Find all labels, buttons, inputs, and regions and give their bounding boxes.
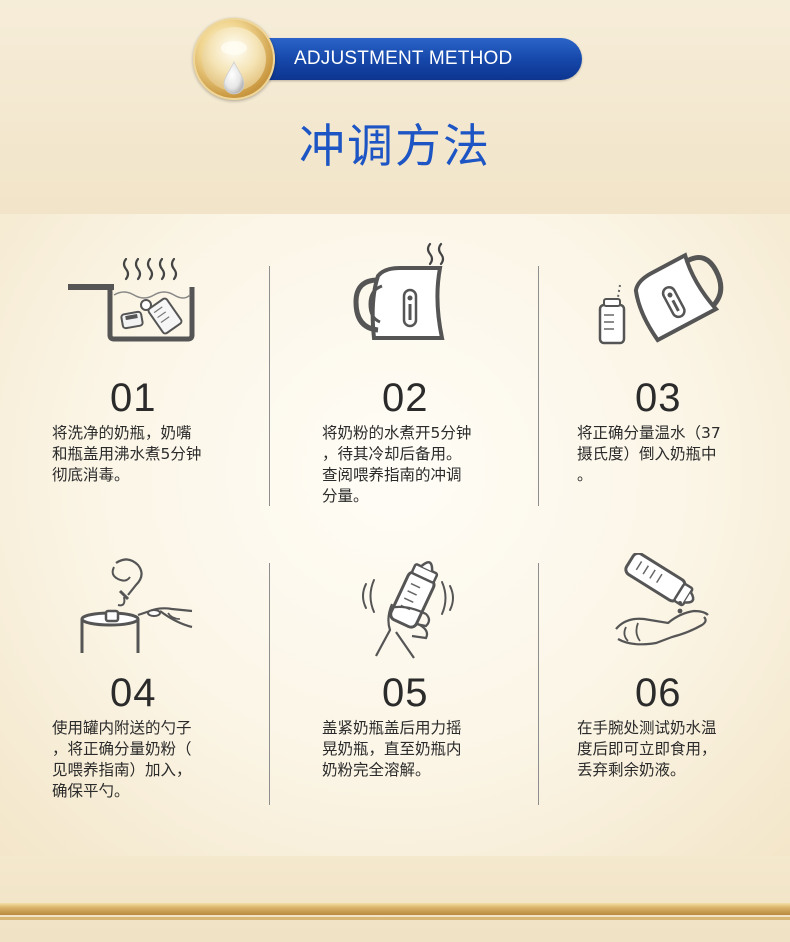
step-description: 将正确分量温水（37 摄氏度）倒入奶瓶中 。 xyxy=(577,424,721,484)
divider xyxy=(538,266,539,506)
kettle-icon xyxy=(353,242,445,340)
header-band xyxy=(0,0,790,214)
gold-stripe-thin xyxy=(0,917,790,920)
divider xyxy=(538,563,539,805)
step-number: 06 xyxy=(635,671,682,715)
badge-label: ADJUSTMENT METHOD xyxy=(294,48,513,69)
boiling-pot-icon xyxy=(68,257,195,342)
section-badge: ADJUSTMENT METHOD xyxy=(238,38,582,80)
step-number: 03 xyxy=(635,376,682,420)
wrist-test-icon xyxy=(615,553,709,646)
step-number: 04 xyxy=(110,671,157,715)
step-description: 将洗净的奶瓶，奶嘴 和瓶盖用沸水煮5分钟 彻底消毒。 xyxy=(52,424,202,484)
page-title: 冲调方法 xyxy=(299,119,491,173)
gold-stripe xyxy=(0,903,790,915)
divider xyxy=(269,563,270,805)
step-description: 将奶粉的水煮开5分钟 ，待其冷却后备用。 查阅喂养指南的冲调 分量。 xyxy=(322,424,472,505)
footer-band xyxy=(0,856,790,942)
step-number: 01 xyxy=(110,376,157,420)
step-description: 在手腕处测试奶水温 度后即可立即食用， 丢弃剩余奶液。 xyxy=(577,719,717,779)
divider xyxy=(269,266,270,506)
step-number: 05 xyxy=(382,671,429,715)
pour-kettle-icon xyxy=(598,252,724,345)
milk-drop-medal-icon xyxy=(193,18,275,100)
scoop-powder-icon xyxy=(80,558,193,653)
step-description: 使用罐内附送的勺子 ，将正确分量奶粉（ 见喂养指南）加入， 确保平勺。 xyxy=(52,719,192,800)
shake-bottle-icon xyxy=(362,560,454,659)
step-number: 02 xyxy=(382,376,429,420)
step-description: 盖紧奶瓶盖后用力摇 晃奶瓶，直至奶瓶内 奶粉完全溶解。 xyxy=(322,719,462,779)
